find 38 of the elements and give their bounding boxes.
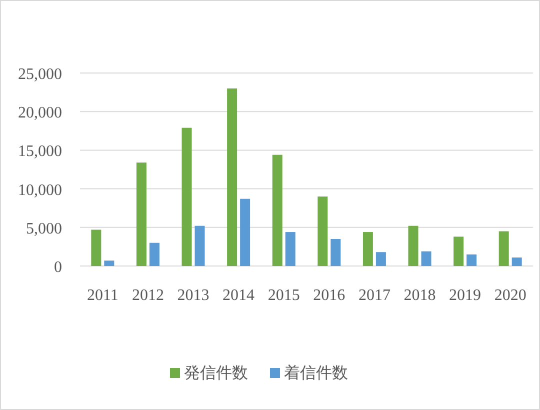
x-tick-label: 2016 [313, 287, 346, 304]
bar [272, 154, 282, 266]
x-tick-label: 2012 [132, 287, 164, 304]
bar [330, 238, 341, 266]
x-tick-label: 2018 [404, 287, 436, 304]
y-tick-label: 20,000 [18, 104, 62, 122]
x-tick-label: 2017 [358, 287, 390, 304]
bar [194, 226, 205, 266]
bar [376, 252, 386, 266]
bar [466, 254, 477, 266]
bar [421, 251, 432, 266]
bar [362, 232, 373, 266]
legend-label: 発信件数 [184, 365, 248, 382]
x-tick-label: 2020 [494, 287, 526, 304]
bar [227, 88, 238, 266]
bar [285, 232, 296, 266]
bar [91, 230, 102, 266]
bar [498, 231, 509, 266]
legend-label: 着信件数 [284, 364, 348, 382]
y-tick-label: 10,000 [18, 182, 62, 199]
bar [136, 162, 146, 266]
y-tick-label: 0 [54, 259, 62, 276]
bar [182, 128, 192, 266]
bar [149, 242, 160, 266]
bar [512, 258, 522, 266]
bar [408, 226, 418, 266]
bar [240, 198, 250, 266]
x-tick-label: 2011 [86, 287, 118, 304]
bar [454, 236, 464, 266]
x-tick-label: 2019 [449, 287, 482, 304]
bar [318, 196, 328, 266]
x-tick-label: 2013 [177, 287, 210, 304]
y-tick-label: 25,000 [18, 66, 62, 83]
y-tick-label: 15,000 [18, 143, 62, 160]
x-tick-label: 2015 [268, 287, 300, 304]
x-tick-label: 2014 [222, 287, 255, 304]
y-tick-label: 5,000 [26, 220, 62, 238]
bar [104, 260, 114, 266]
